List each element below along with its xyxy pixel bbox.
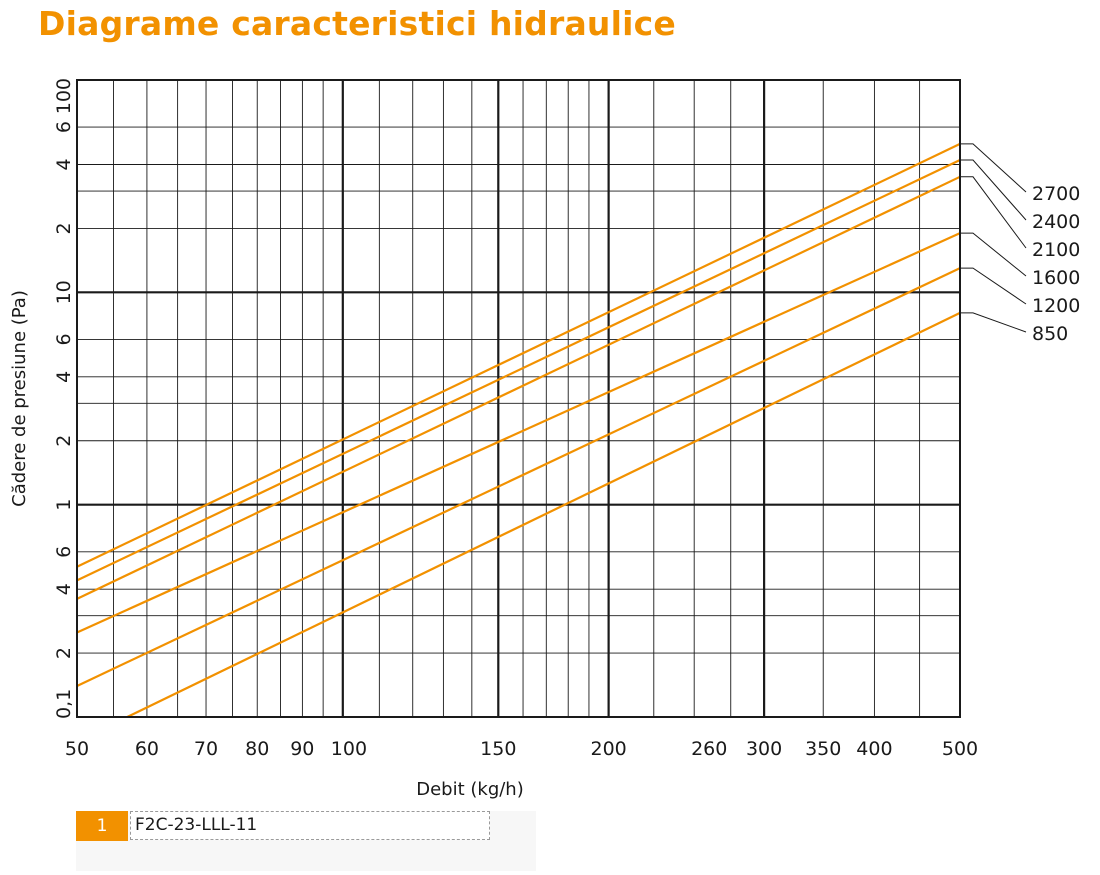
series-label: 2100 bbox=[1032, 239, 1080, 261]
legend-number: 1 bbox=[76, 811, 128, 841]
product-legend: 1 F2C-23-LLL-11 bbox=[76, 811, 536, 871]
series-line-2100 bbox=[76, 175, 961, 600]
y-tick-label: 2 bbox=[53, 647, 75, 659]
y-tick-label: 10 bbox=[53, 280, 75, 304]
x-tick-label: 400 bbox=[856, 738, 892, 760]
x-tick-label: 100 bbox=[331, 738, 367, 760]
y-tick-label: 4 bbox=[53, 583, 75, 595]
x-tick-label: 150 bbox=[480, 738, 516, 760]
x-tick-label: 260 bbox=[691, 738, 727, 760]
grid bbox=[76, 80, 961, 717]
x-axis-title: Debit (kg/h) bbox=[416, 779, 524, 800]
y-tick-label: 0,1 bbox=[53, 689, 75, 719]
x-tick-label: 350 bbox=[805, 738, 841, 760]
y-tick-label: 1 bbox=[53, 499, 75, 511]
y-tick-labels: 0,1 2 4 6 1 2 4 6 10 2 4 6 100 bbox=[53, 78, 75, 719]
series-label: 850 bbox=[1032, 323, 1068, 345]
series-line-1600 bbox=[76, 232, 961, 634]
series-line-2400 bbox=[76, 159, 961, 582]
legend-product-name: F2C-23-LLL-11 bbox=[130, 811, 490, 840]
y-tick-label: 2 bbox=[53, 435, 75, 447]
plot-frame bbox=[76, 79, 961, 718]
x-tick-label: 60 bbox=[135, 738, 159, 760]
y-axis-title: Cădere de presiune (Pa) bbox=[9, 290, 30, 507]
series-labels: 2700 2400 2100 1600 1200 850 bbox=[960, 143, 1080, 345]
x-tick-label: 200 bbox=[590, 738, 626, 760]
x-tick-label: 70 bbox=[194, 738, 218, 760]
hydraulic-chart: 50 60 70 80 90 100 150 200 260 300 350 400 500 0,124… bbox=[9, 78, 1080, 800]
y-tick-label: 6 bbox=[53, 121, 75, 133]
series-line-1200 bbox=[76, 267, 961, 687]
series-line-850 bbox=[126, 311, 961, 718]
x-tick-label: 50 bbox=[65, 738, 89, 760]
page-title: Diagrame caracteristici hidraulice bbox=[38, 4, 676, 43]
y-tick-label: 4 bbox=[53, 158, 75, 170]
series-lines bbox=[76, 142, 961, 718]
series-label: 1600 bbox=[1032, 267, 1080, 289]
series-leader-line bbox=[960, 176, 1027, 249]
series-leader-line bbox=[960, 312, 1027, 333]
y-tick-label: 6 bbox=[53, 333, 75, 345]
x-tick-label: 80 bbox=[245, 738, 269, 760]
series-leader-line bbox=[960, 267, 1027, 305]
series-label: 2400 bbox=[1032, 211, 1080, 233]
x-tick-label: 90 bbox=[290, 738, 314, 760]
x-tick-label: 500 bbox=[942, 738, 978, 760]
series-leader-line bbox=[960, 159, 1027, 221]
series-leader-line bbox=[960, 232, 1027, 277]
series-leader-line bbox=[960, 143, 1027, 193]
y-tick-label: 2 bbox=[53, 222, 75, 234]
y-tick-label: 4 bbox=[53, 371, 75, 383]
x-tick-label: 300 bbox=[746, 738, 782, 760]
series-line-2700 bbox=[76, 142, 961, 568]
series-label: 2700 bbox=[1032, 183, 1080, 205]
y-tick-label: 100 bbox=[53, 78, 75, 114]
series-label: 1200 bbox=[1032, 295, 1080, 317]
y-tick-label: 6 bbox=[53, 546, 75, 558]
x-tick-labels: 50 60 70 80 90 100 150 200 260 300 350 400 500 bbox=[65, 738, 978, 760]
